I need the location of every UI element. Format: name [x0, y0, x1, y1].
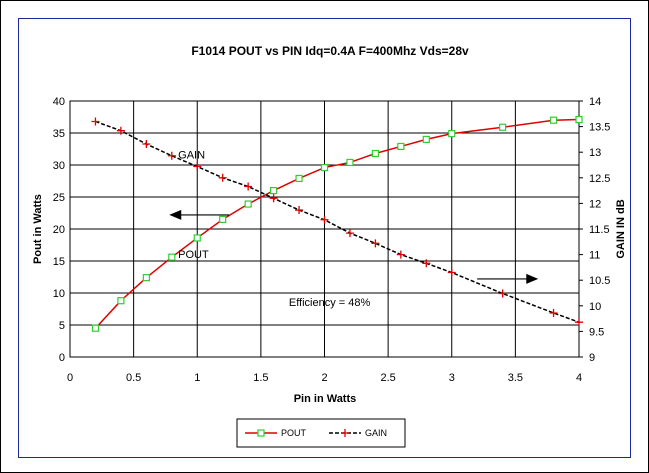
x-tick-label: 4 — [576, 372, 582, 384]
y2-tick-label: 9 — [589, 352, 595, 364]
data-point — [244, 182, 253, 191]
chart-title: F1014 POUT vs PIN Idq=0.4A F=400Mhz Vds=… — [191, 44, 469, 58]
series-line — [95, 120, 580, 323]
data-point — [168, 253, 176, 261]
x-tick-label: 1.5 — [253, 372, 268, 384]
y2-axis-title: GAIN IN dB — [615, 199, 627, 258]
legend-gain-marker — [341, 429, 349, 437]
data-point — [397, 142, 405, 151]
x-tick-label: 0 — [67, 372, 73, 384]
data-point — [498, 289, 507, 298]
x-tick-label: 1 — [194, 372, 200, 384]
y-tick-label: 35 — [53, 128, 65, 140]
data-point — [142, 140, 151, 149]
series-pout — [91, 115, 583, 332]
legend-gain-label: GAIN — [365, 428, 387, 438]
legend: POUT GAIN — [236, 418, 406, 448]
data-point — [218, 173, 227, 182]
data-point — [575, 115, 583, 124]
x-tick-label: 0.5 — [126, 372, 141, 384]
y2-tick-label: 12 — [589, 198, 601, 210]
y2-tick-label: 13.5 — [589, 122, 610, 134]
annotation-label: GAIN — [178, 150, 205, 162]
y-tick-label: 25 — [53, 192, 65, 204]
data-point — [193, 162, 202, 171]
left-arrow — [169, 209, 230, 220]
y-tick-label: 20 — [53, 224, 65, 236]
data-point — [295, 174, 303, 183]
data-point — [116, 126, 125, 135]
data-point — [499, 123, 507, 131]
data-point — [549, 116, 558, 124]
y-tick-label: 15 — [53, 256, 65, 268]
data-point — [320, 215, 329, 224]
data-point — [219, 215, 227, 223]
y2-tick-label: 11.5 — [589, 224, 610, 236]
data-point — [396, 250, 405, 259]
y-tick-label: 0 — [59, 352, 65, 364]
data-point — [422, 135, 430, 143]
x-tick-label: 3 — [449, 372, 455, 384]
y2-tick-label: 13 — [589, 147, 601, 159]
y2-tick-label: 9.5 — [589, 326, 604, 338]
data-point — [346, 158, 354, 167]
x-tick-label: 2.5 — [380, 372, 395, 384]
y-tick-label: 10 — [53, 288, 65, 300]
data-point — [575, 318, 583, 327]
data-point — [91, 324, 100, 332]
data-point — [167, 151, 176, 160]
gridlines — [69, 100, 583, 358]
data-point — [117, 297, 125, 305]
data-point — [345, 229, 354, 238]
data-point — [371, 239, 380, 248]
annotation-label: POUT — [178, 249, 209, 261]
data-point — [269, 194, 278, 203]
y2-tick-label: 10 — [589, 301, 601, 313]
data-point — [193, 234, 201, 242]
data-point — [422, 259, 431, 268]
y2-tick-label: 14 — [589, 96, 601, 108]
legend-pout-label: POUT — [281, 428, 307, 438]
data-point — [244, 200, 252, 208]
y2-tick-label: 12.5 — [589, 173, 610, 185]
y2-tick-label: 10.5 — [589, 275, 610, 287]
data-point — [371, 149, 379, 158]
right-arrow — [477, 273, 539, 284]
y-tick-label: 5 — [59, 320, 65, 332]
x-tick-label: 2 — [321, 372, 327, 384]
series-layer — [91, 115, 583, 332]
data-point — [447, 268, 456, 277]
data-point — [549, 308, 558, 317]
y-tick-label: 30 — [53, 160, 65, 172]
data-point — [91, 117, 100, 126]
data-point — [320, 163, 329, 172]
series-gain — [91, 117, 583, 327]
series-line — [94, 118, 580, 329]
legend-pout-marker — [257, 429, 265, 437]
x-tick-label: 3.5 — [508, 372, 523, 384]
tick-labels: 0 0.5 1 1.5 2 2.5 3 3.5 4051015202530354099.5101… — [53, 96, 611, 384]
data-point — [270, 187, 278, 195]
annotation-layer: GAIN POUT Efficiency = 48% — [169, 150, 539, 309]
annotation-label: Efficiency = 48% — [289, 297, 371, 309]
x-axis-title: Pin in Watts — [294, 393, 357, 405]
y2-tick-label: 11 — [589, 250, 600, 262]
y-axis-title: Pout in Watts — [32, 194, 44, 264]
y-tick-label: 40 — [53, 96, 65, 108]
data-point — [448, 130, 456, 138]
data-point — [295, 206, 304, 215]
data-point — [142, 274, 150, 282]
